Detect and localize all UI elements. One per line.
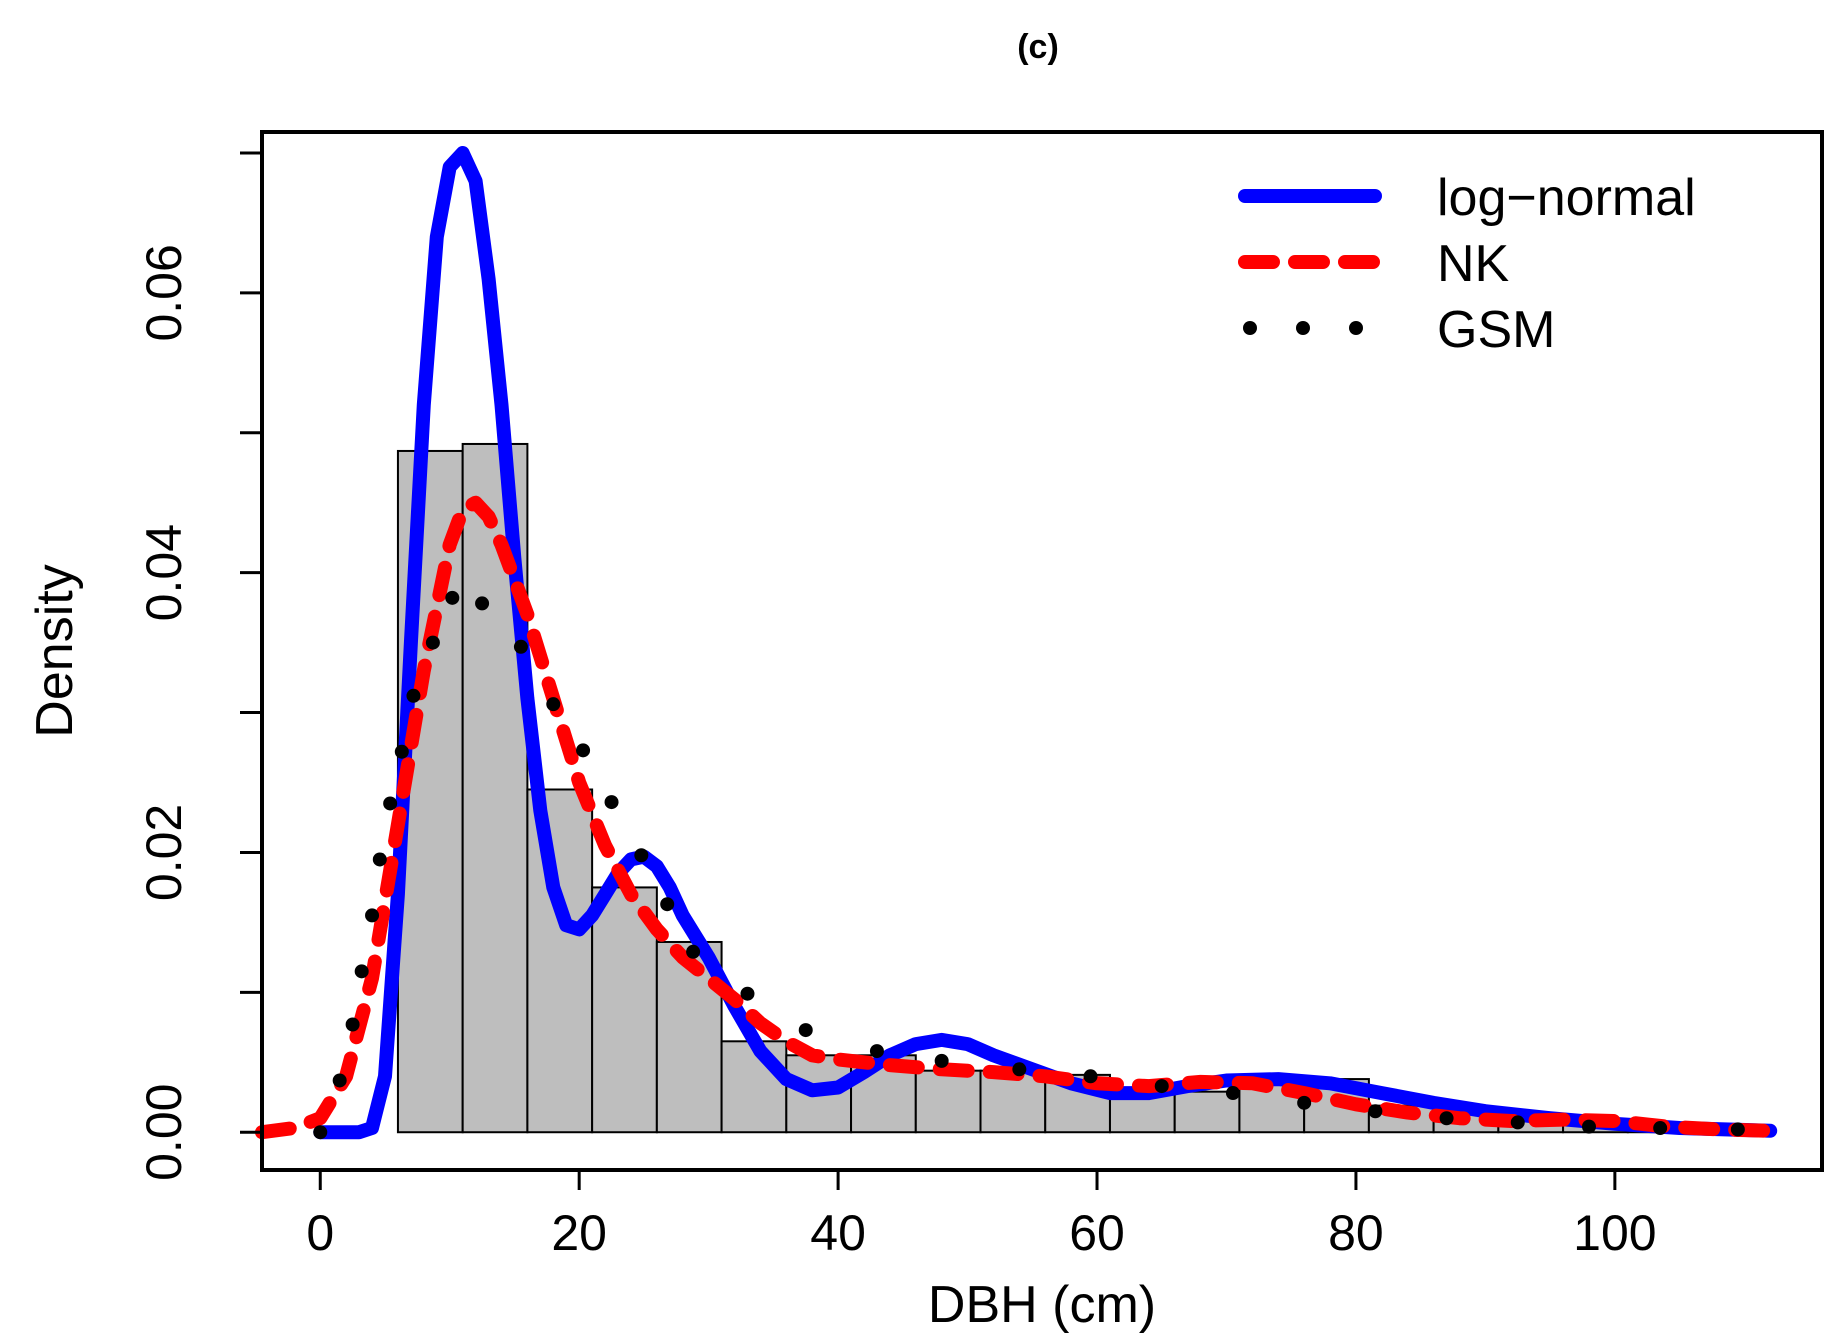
gsm-point xyxy=(634,848,649,863)
gsm-point xyxy=(1653,1121,1668,1136)
x-tick-label: 0 xyxy=(306,1205,334,1261)
gsm-point xyxy=(425,635,440,650)
gsm-point xyxy=(372,852,387,867)
y-tick-label: 0.02 xyxy=(136,804,192,901)
gsm-point xyxy=(546,697,561,712)
gsm-point xyxy=(475,596,490,611)
legend-label: NK xyxy=(1437,235,1510,293)
gsm-point xyxy=(686,944,701,959)
gsm-point xyxy=(445,590,460,605)
gsm-point xyxy=(604,795,619,810)
gsm-point xyxy=(365,908,380,923)
legend: log−normal NK GSM xyxy=(1238,169,1696,359)
gsm-point xyxy=(1012,1062,1027,1077)
gsm-point xyxy=(1154,1079,1169,1094)
gsm-point xyxy=(394,744,409,759)
x-axis-label: DBH (cm) xyxy=(928,1276,1156,1334)
gsm-point xyxy=(1083,1069,1098,1084)
x-tick-label: 100 xyxy=(1573,1205,1656,1261)
legend-label: log−normal xyxy=(1437,169,1696,227)
histogram-bar xyxy=(979,1069,1047,1134)
gsm-point xyxy=(798,1023,813,1038)
legend-label: GSM xyxy=(1437,301,1555,359)
legend-swatch-gsm xyxy=(1349,321,1363,335)
gsm-point xyxy=(1368,1104,1383,1119)
gsm-point xyxy=(332,1073,347,1088)
legend-swatch-gsm xyxy=(1243,321,1257,335)
gsm-point xyxy=(406,688,421,703)
histogram-bar xyxy=(720,1040,788,1134)
gsm-point xyxy=(1439,1111,1454,1126)
x-tick-label: 60 xyxy=(1069,1205,1125,1261)
gsm-point xyxy=(1225,1086,1240,1101)
gsm-point xyxy=(313,1125,328,1140)
x-axis: 0 20 40 60 80 100 xyxy=(306,1168,1657,1261)
gsm-point xyxy=(513,639,528,654)
gsm-point xyxy=(1297,1095,1312,1110)
y-tick-label: 0.00 xyxy=(136,1084,192,1181)
histogram-bar xyxy=(526,788,594,1134)
gsm-point xyxy=(354,964,369,979)
gsm-point xyxy=(1730,1122,1745,1137)
y-tick-label: 0.06 xyxy=(136,244,192,341)
y-axis: 0.00 0.02 0.04 0.06 xyxy=(136,151,264,1181)
gsm-point xyxy=(383,796,398,811)
y-tick-label: 0.04 xyxy=(136,524,192,621)
x-tick-label: 40 xyxy=(810,1205,866,1261)
gsm-point xyxy=(576,743,591,758)
gsm-point xyxy=(740,986,755,1001)
density-curves xyxy=(255,146,1778,1140)
gsm-point xyxy=(345,1017,360,1032)
gsm-point xyxy=(660,897,675,912)
chart-title: (c) xyxy=(1017,28,1059,66)
x-tick-label: 20 xyxy=(551,1205,607,1261)
nk-curve xyxy=(255,495,1778,1140)
gsm-point xyxy=(1510,1115,1525,1130)
histogram-bars xyxy=(396,442,1759,1134)
gsm-point xyxy=(934,1053,949,1068)
y-axis-label: Density xyxy=(26,564,84,737)
legend-swatch-gsm xyxy=(1296,321,1310,335)
gsm-point xyxy=(1581,1119,1596,1134)
gsm-point xyxy=(869,1044,884,1059)
x-tick-label: 80 xyxy=(1328,1205,1384,1261)
histogram-bar xyxy=(914,1069,982,1134)
